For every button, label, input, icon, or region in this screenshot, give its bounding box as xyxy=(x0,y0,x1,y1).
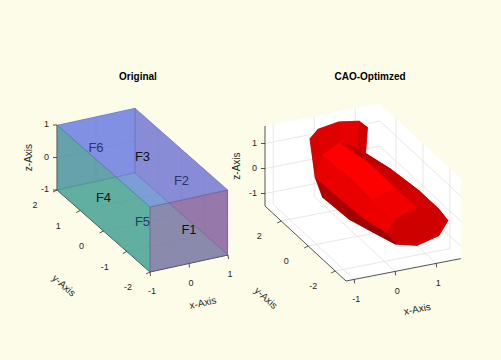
grid-line xyxy=(273,204,354,279)
x-axis-label: x-Axis xyxy=(188,294,217,311)
title: CAO-Optimzed xyxy=(334,71,405,82)
z-tick xyxy=(261,168,265,169)
marks xyxy=(310,121,448,245)
y-tick xyxy=(76,211,80,213)
marks xyxy=(57,108,228,272)
y-axis-label: y-Axis xyxy=(50,272,78,298)
z-axis-line xyxy=(265,126,266,206)
z-tick-label: 1 xyxy=(44,119,49,129)
x-tick-label: 1 xyxy=(227,269,232,279)
z-tick xyxy=(261,193,265,194)
y-tick xyxy=(304,246,308,248)
x-tick xyxy=(436,263,438,267)
face xyxy=(150,190,228,272)
z-tick-label: -1 xyxy=(41,184,49,194)
face-label: F5 xyxy=(135,214,150,229)
z-axis-label: z-Axis xyxy=(23,144,34,171)
y-tick xyxy=(146,272,150,274)
x-tick xyxy=(354,279,356,283)
grid-line xyxy=(273,124,274,204)
y-tick xyxy=(100,231,104,233)
face-label: F2 xyxy=(174,173,189,188)
z-tick-label: -1 xyxy=(249,188,257,198)
y-tick-label: 0 xyxy=(79,241,84,251)
y-tick-label: -1 xyxy=(101,262,109,272)
face-label: F1 xyxy=(181,222,196,237)
z-tick-label: 0 xyxy=(44,152,49,162)
grid xyxy=(265,108,461,279)
mesh-face xyxy=(363,200,396,233)
face-labels: F6 F2 F5 F3 F4 F1 xyxy=(88,140,196,237)
y-tick-label: -2 xyxy=(309,281,317,291)
y-tick xyxy=(331,271,335,273)
grid-line xyxy=(335,249,450,271)
face-label: F3 xyxy=(135,149,150,164)
y-tick xyxy=(277,221,281,223)
x-tick-label: 0 xyxy=(188,278,193,288)
y-tick-label: 0 xyxy=(284,256,289,266)
z-tick xyxy=(261,143,265,144)
x-axis-label: x-Axis xyxy=(403,301,432,317)
face xyxy=(57,125,150,272)
y-tick-label: 2 xyxy=(32,200,37,210)
grid xyxy=(57,108,228,272)
y-tick-label: 1 xyxy=(56,221,61,231)
figure: F6 F2 F5 F3 F4 F1 -1 0 1 -2 -1 0 1 2 -1 0 1 x-Axis y-Axis z… xyxy=(0,0,501,360)
z-tick xyxy=(53,190,57,191)
subplot-0: F6 F2 F5 F3 F4 F1 -1 0 1 -2 -1 0 1 2 -1 0 1 x-Axis y-Axis z… xyxy=(23,71,233,311)
y-tick-label: 2 xyxy=(257,231,262,241)
y-tick xyxy=(123,252,127,254)
y-axis-label: y-Axis xyxy=(252,285,279,312)
z-axis-label: z-Axis xyxy=(231,152,242,179)
z-tick-label: 1 xyxy=(252,138,257,148)
x-tick xyxy=(189,264,191,268)
background xyxy=(0,0,501,360)
x-tick-label: 1 xyxy=(436,278,441,288)
x-tick-label: -1 xyxy=(148,286,156,296)
y-axis-line xyxy=(265,206,346,281)
z-tick-label: 0 xyxy=(252,163,257,173)
z-tick xyxy=(53,157,57,158)
title: Original xyxy=(119,71,157,82)
ticks: -1 0 1 -2 -1 0 1 2 -1 0 1 xyxy=(32,119,232,296)
x-axis-line xyxy=(346,259,461,281)
face-label: F6 xyxy=(88,140,103,155)
x-tick-label: 0 xyxy=(395,286,400,296)
x-tick xyxy=(150,272,152,276)
y-tick xyxy=(53,190,57,192)
face-label: F4 xyxy=(96,190,111,205)
x-tick-label: -1 xyxy=(352,294,360,304)
ticks: -1 0 1 -2 0 2 -1 0 1 xyxy=(249,138,441,304)
x-tick xyxy=(228,255,230,259)
x-tick xyxy=(395,271,397,275)
y-tick-label: -2 xyxy=(124,282,132,292)
subplot-1: -1 0 1 -2 0 2 -1 0 1 x-Axis y-Axis z-Axis CAO-Optimz… xyxy=(231,71,461,317)
z-tick xyxy=(53,125,57,126)
